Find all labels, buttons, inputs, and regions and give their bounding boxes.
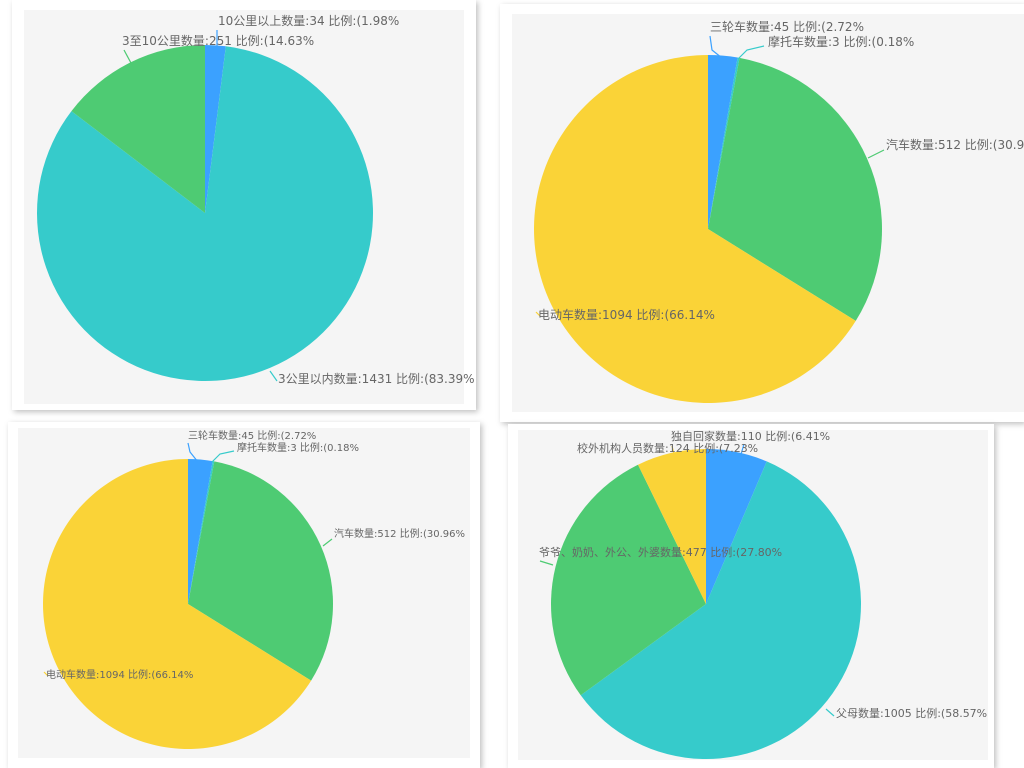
pie-chart-panel-2: 三轮车数量:45 比例:(2.72%摩托车数量:3 比例:(0.18% 汽车数量:… (500, 4, 1024, 422)
label-leader-line (269, 370, 278, 382)
pie-chart-panel-4: 独自回家数量:110 比例:(6.41% 父母数量:1005 比例:(58.57%… (508, 424, 994, 768)
slice-label: 摩托车数量:3 比例:(0.18% (768, 34, 914, 49)
slice-label: 3公里以内数量:1431 比例:(83.39% (278, 371, 475, 386)
pie-chart-panel-1: 10公里以上数量:34 比例:(1.98% 3公里以内数量:1431 比例:(83… (12, 0, 476, 410)
slice-label: 爷爷、奶奶、外公、外婆数量:477 比例:(27.80% (539, 545, 782, 559)
label-leader-line (739, 443, 745, 459)
label-leader-line (535, 311, 541, 317)
label-leader-line (539, 560, 554, 566)
label-leader-line (322, 538, 333, 547)
pie-slice-3[interactable] (71, 45, 206, 213)
label-leader-line (671, 445, 676, 459)
slice-label: 电动车数量:1094 比例:(66.14% (46, 668, 193, 681)
pie-slice-1[interactable] (706, 449, 767, 604)
slice-label: 三轮车数量:45 比例:(2.72% (710, 19, 864, 34)
label-leader-line (825, 708, 835, 717)
pie-slice-4[interactable] (533, 55, 856, 403)
slice-label: 汽车数量:512 比例:(30.96% (886, 137, 1024, 152)
slice-label: 独自回家数量:110 比例:(6.41% (671, 429, 830, 443)
pie-slice-1[interactable] (188, 459, 213, 604)
slice-label: 10公里以上数量:34 比例:(1.98% (218, 13, 399, 28)
pie-slice-2[interactable] (188, 461, 215, 604)
label-leader-line (211, 450, 235, 463)
label-leader-line (123, 49, 132, 64)
label-leader-line (709, 35, 723, 59)
pie-slice-3[interactable] (188, 461, 333, 681)
slice-label: 摩托车数量:3 比例:(0.18% (237, 441, 359, 454)
pie-slice-3[interactable] (708, 57, 882, 321)
pie-slice-2[interactable] (37, 46, 374, 381)
slice-label: 三轮车数量:45 比例:(2.72% (188, 429, 316, 442)
label-leader-line (738, 45, 765, 59)
slice-label: 校外机构人员数量:124 比例:(7.23% (577, 441, 758, 455)
label-leader-line (43, 671, 49, 677)
pie-slice-2[interactable] (580, 461, 862, 760)
pie-slice-1[interactable] (205, 45, 226, 213)
pie-slice-1[interactable] (708, 55, 738, 229)
pie-slice-4[interactable] (42, 459, 312, 749)
label-leader-line (187, 442, 199, 463)
label-leader-line (867, 149, 885, 159)
slice-label: 电动车数量:1094 比例:(66.14% (538, 307, 715, 322)
slice-label: 3至10公里数量:251 比例:(14.63% (122, 33, 314, 48)
pie-slice-2[interactable] (708, 57, 740, 230)
pie-slice-4[interactable] (638, 449, 706, 604)
slice-label: 汽车数量:512 比例:(30.96% (334, 527, 465, 540)
slice-label: 父母数量:1005 比例:(58.57% (836, 706, 987, 720)
pie-chart-panel-3: 三轮车数量:45 比例:(2.72%摩托车数量:3 比例:(0.18% 汽车数量:… (8, 422, 480, 768)
pie-slice-3[interactable] (551, 464, 706, 696)
